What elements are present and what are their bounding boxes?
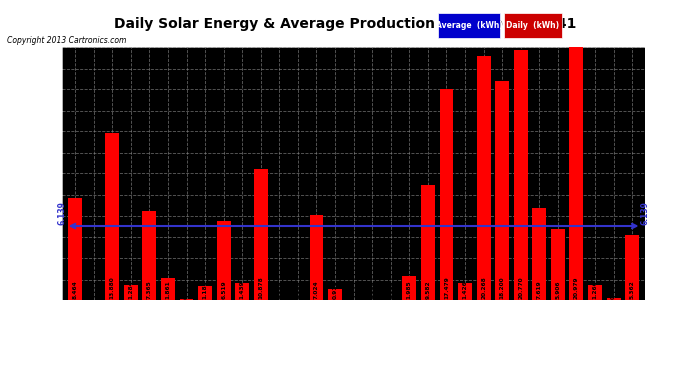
Bar (477, 56, 491, 300)
Text: 7.024: 7.024 (314, 280, 319, 299)
Bar (588, 285, 602, 300)
Text: 1.985: 1.985 (407, 280, 412, 299)
Text: 20.268: 20.268 (481, 276, 486, 299)
Bar (106, 133, 119, 300)
Text: Daily Solar Energy & Average Production Sun Feb 24 06:41: Daily Solar Energy & Average Production … (114, 17, 576, 31)
Text: 20.979: 20.979 (574, 276, 579, 299)
Text: 1.861: 1.861 (166, 280, 170, 299)
Text: 1.266: 1.266 (593, 280, 598, 299)
Bar (495, 81, 509, 300)
Bar (514, 50, 528, 300)
Bar (402, 276, 416, 300)
Bar (551, 229, 565, 300)
Bar (328, 289, 342, 300)
Text: 10.878: 10.878 (258, 276, 264, 299)
Text: 7.365: 7.365 (147, 280, 152, 299)
Text: Copyright 2013 Cartronics.com: Copyright 2013 Cartronics.com (7, 36, 126, 45)
Text: Average  (kWh): Average (kWh) (436, 21, 502, 30)
Text: 9.582: 9.582 (426, 280, 431, 299)
Text: 6.139: 6.139 (57, 201, 67, 225)
Bar (142, 211, 157, 300)
Text: 0.911: 0.911 (333, 280, 337, 299)
Bar (421, 184, 435, 300)
Bar (625, 236, 639, 300)
Text: 5.906: 5.906 (555, 280, 560, 299)
Text: 0.000: 0.000 (295, 281, 300, 299)
Text: 20.770: 20.770 (518, 276, 523, 299)
Text: 0.056: 0.056 (184, 280, 189, 299)
Text: 1.426: 1.426 (462, 280, 468, 299)
Bar (217, 221, 230, 300)
Bar (235, 283, 249, 300)
Text: 8.464: 8.464 (72, 280, 77, 299)
Text: 0.000: 0.000 (277, 281, 282, 299)
Text: 7.619: 7.619 (537, 280, 542, 299)
Text: 0.000: 0.000 (370, 281, 375, 299)
Text: 1.439: 1.439 (239, 280, 245, 299)
Bar (310, 215, 324, 300)
Bar (161, 278, 175, 300)
Bar (179, 299, 193, 300)
Text: 0.000: 0.000 (91, 281, 96, 299)
Text: 0.013: 0.013 (388, 280, 393, 299)
Text: 0.000: 0.000 (351, 281, 356, 299)
Bar (607, 298, 620, 300)
Text: 1.284: 1.284 (128, 280, 133, 299)
Text: 0.158: 0.158 (611, 280, 616, 299)
Bar (68, 198, 82, 300)
Text: 1.186: 1.186 (203, 280, 208, 299)
Text: 6.139: 6.139 (640, 201, 650, 225)
Bar (440, 89, 453, 300)
Bar (569, 47, 584, 300)
Text: 5.362: 5.362 (630, 280, 635, 299)
Bar (198, 286, 212, 300)
Text: 6.519: 6.519 (221, 280, 226, 299)
Text: 18.200: 18.200 (500, 276, 504, 299)
Text: 13.880: 13.880 (110, 276, 115, 299)
Bar (254, 169, 268, 300)
Text: 17.479: 17.479 (444, 276, 449, 299)
Bar (124, 285, 138, 300)
Text: Daily  (kWh): Daily (kWh) (506, 21, 560, 30)
Bar (458, 283, 472, 300)
Bar (533, 208, 546, 300)
